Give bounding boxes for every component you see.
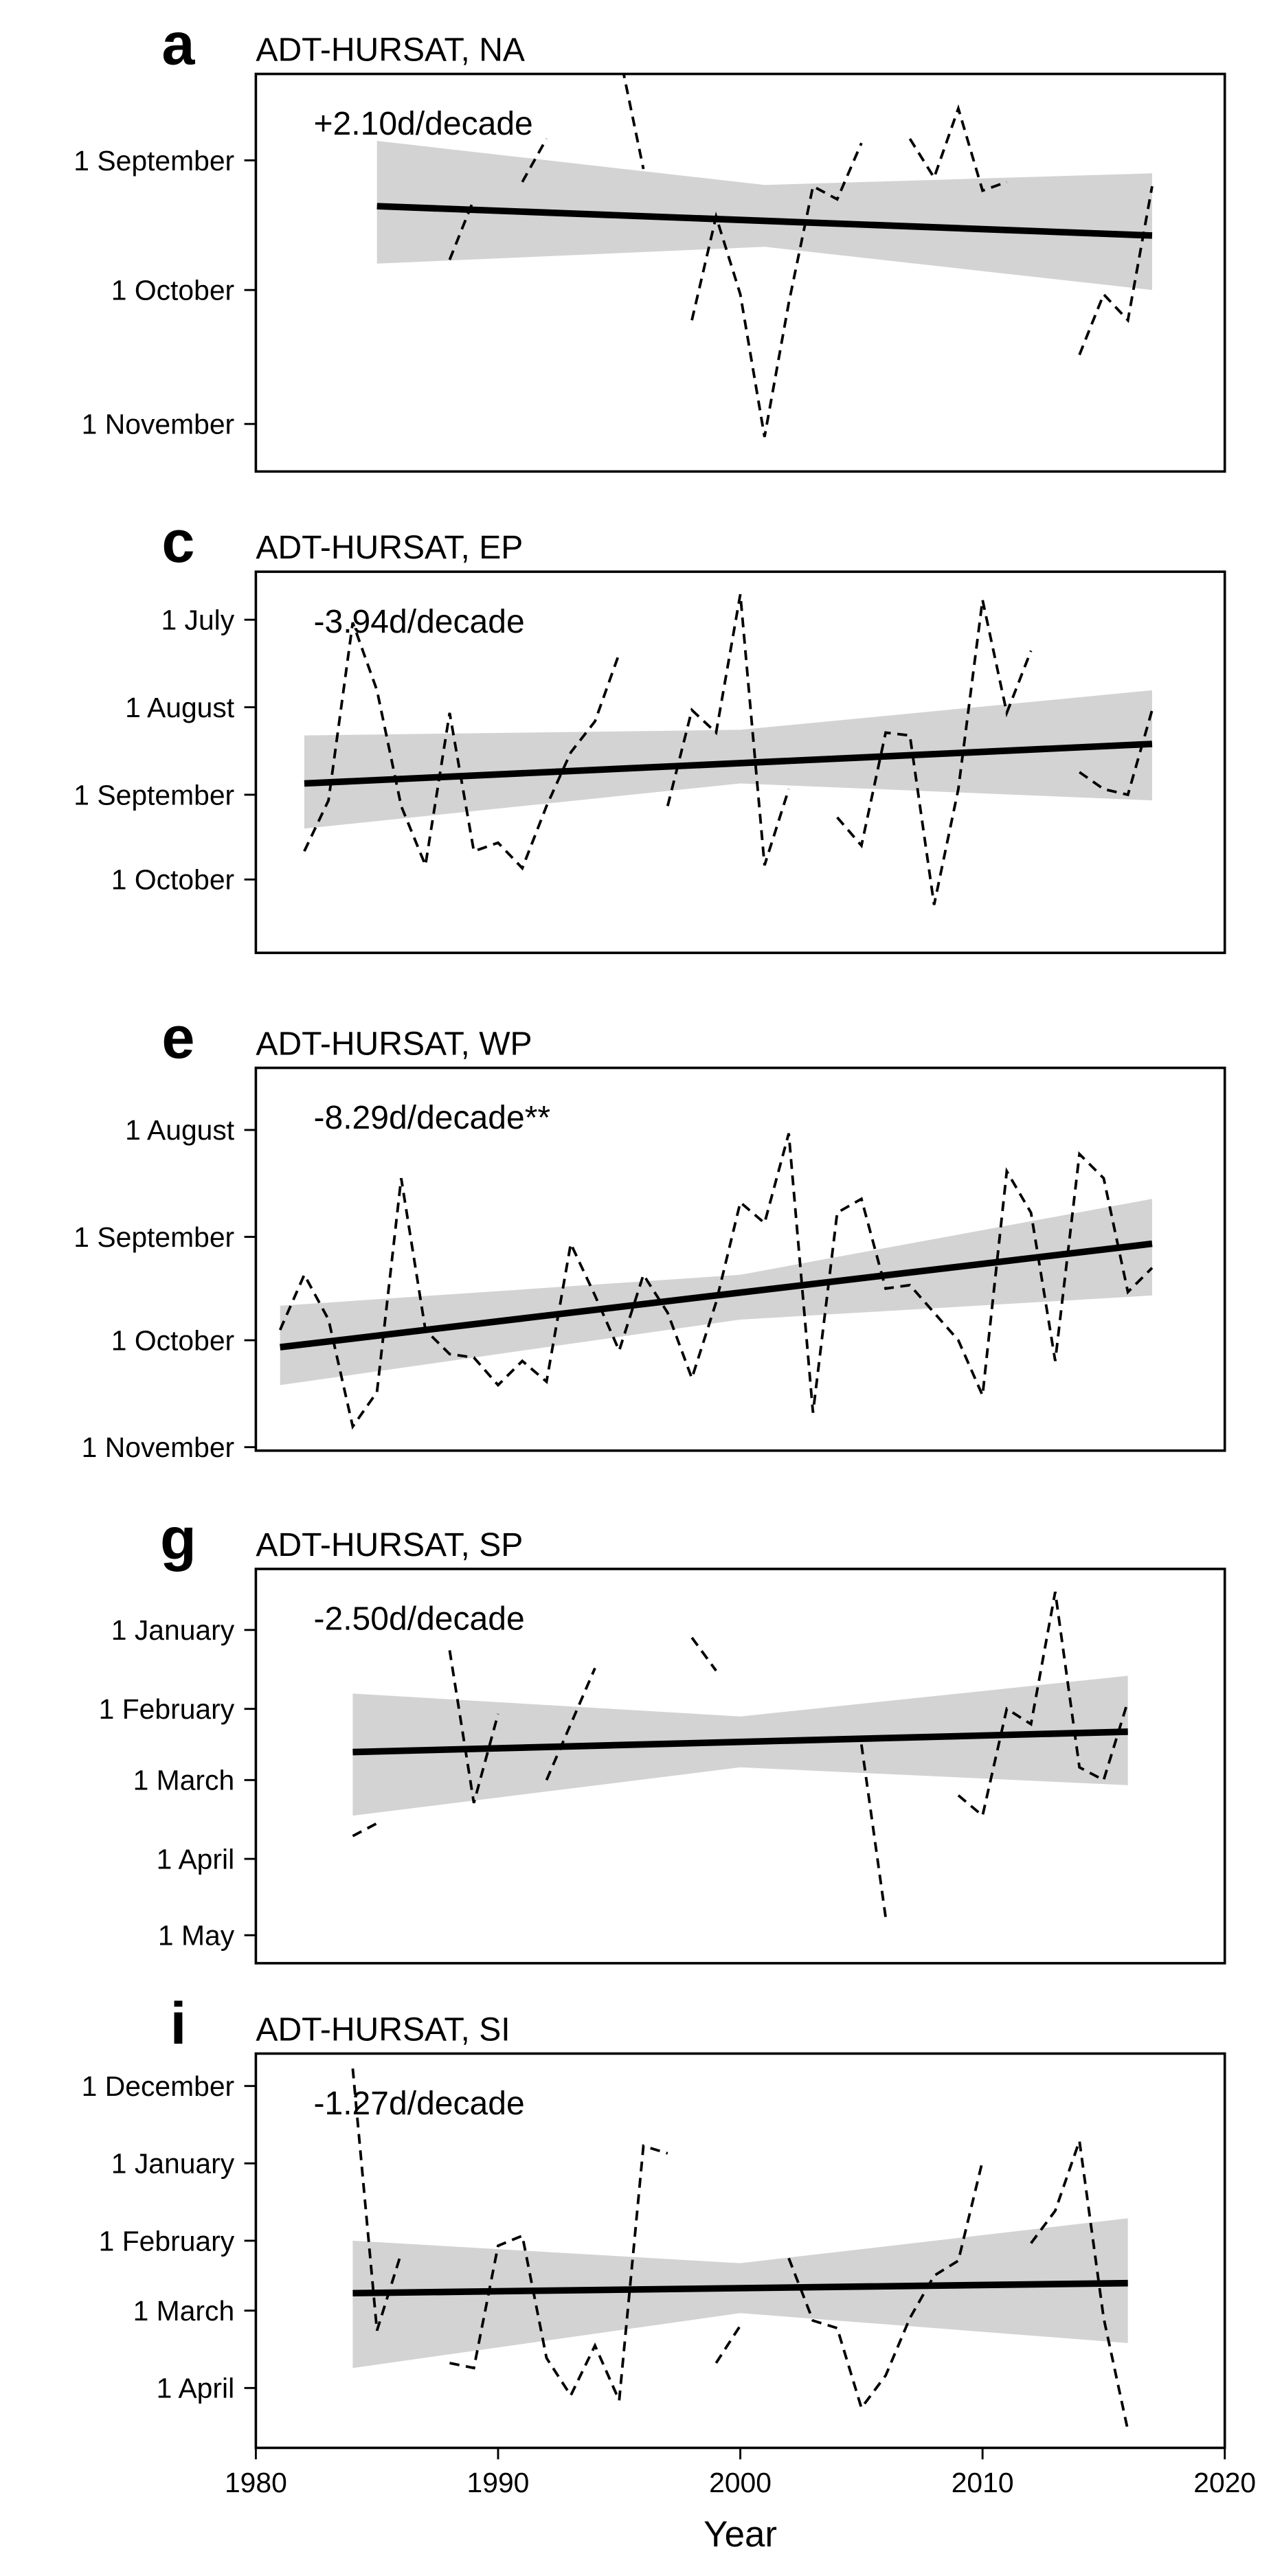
trend-line — [352, 1728, 1128, 1756]
y-tick-label: 1 January — [111, 2148, 235, 2180]
chart-title: ADT-HURSAT, EP — [256, 530, 523, 566]
y-tick-label: 1 September — [74, 779, 234, 811]
data-line — [303, 594, 1154, 905]
panel-letter: g — [160, 1506, 196, 1572]
y-tick-label: 1 March — [133, 2295, 235, 2327]
y-tick-label: 1 September — [74, 1221, 234, 1253]
chart-title: ADT-HURSAT, NA — [256, 32, 525, 69]
trend-line — [376, 203, 1153, 239]
plot-frame — [254, 1066, 1226, 1452]
x-tick-label: 2020 — [1193, 2467, 1256, 2498]
plot-area — [352, 1591, 1129, 1918]
panel-letter: c — [161, 509, 194, 575]
y-tick-label: 1 March — [133, 1765, 235, 1796]
data-line — [352, 1591, 1129, 1918]
confidence-band — [376, 141, 1152, 291]
plot-area — [278, 1133, 1154, 1430]
chart-title: ADT-HURSAT, WP — [256, 1026, 532, 1062]
panel-letter: a — [161, 11, 195, 77]
confidence-band — [280, 1199, 1152, 1386]
trend-line — [280, 1240, 1153, 1351]
y-tick-label: 1 October — [111, 864, 234, 896]
confidence-band — [352, 1675, 1128, 1816]
plot-area — [303, 594, 1154, 905]
annotation: -3.94d/decade — [313, 604, 524, 640]
y-tick-label: 1 October — [111, 275, 234, 306]
y-tick-label: 1 February — [99, 1693, 235, 1725]
annotation: -2.50d/decade — [313, 1601, 524, 1638]
plot-frame — [254, 72, 1226, 473]
y-tick-label: 1 November — [82, 1432, 234, 1463]
chart-title: ADT-HURSAT, SP — [256, 1527, 523, 1563]
y-tick-label: 1 April — [157, 1844, 235, 1875]
panel-letter: e — [161, 1005, 194, 1071]
confidence-band — [352, 2218, 1128, 2369]
annotation: -8.29d/decade** — [313, 1100, 550, 1136]
x-tick-label: 2000 — [709, 2467, 772, 2498]
y-tick-label: 1 September — [74, 145, 234, 177]
trend-line — [352, 2279, 1128, 2297]
chart-title: ADT-HURSAT, SI — [256, 2011, 510, 2048]
y-tick-label: 1 February — [99, 2225, 235, 2257]
trend-line — [304, 741, 1153, 787]
data-line — [448, 74, 1154, 438]
y-tick-label: 1 April — [157, 2373, 235, 2404]
annotation: -1.27d/decade — [313, 2086, 524, 2122]
x-tick-label: 1980 — [225, 2467, 287, 2498]
y-tick-label: 1 August — [125, 692, 235, 723]
panel-letter: i — [170, 1991, 186, 2057]
x-tick-label: 1990 — [467, 2467, 530, 2498]
plot-frame — [254, 570, 1226, 954]
plot-frame — [254, 1568, 1226, 1965]
plot-area — [351, 2068, 1129, 2431]
x-axis-label: Year — [704, 2514, 777, 2555]
x-tick-label: 2010 — [952, 2467, 1014, 2498]
confidence-band — [304, 690, 1152, 829]
y-tick-label: 1 November — [82, 409, 234, 440]
annotation: +2.10d/decade — [313, 106, 532, 142]
y-tick-label: 1 January — [111, 1614, 235, 1646]
plot-area — [376, 74, 1154, 438]
y-tick-label: 1 October — [111, 1325, 234, 1357]
y-tick-label: 1 July — [161, 605, 234, 636]
data-line — [351, 2068, 1129, 2431]
y-tick-label: 1 August — [125, 1114, 235, 1146]
y-tick-label: 1 May — [158, 1920, 235, 1952]
y-tick-label: 1 December — [82, 2070, 234, 2102]
